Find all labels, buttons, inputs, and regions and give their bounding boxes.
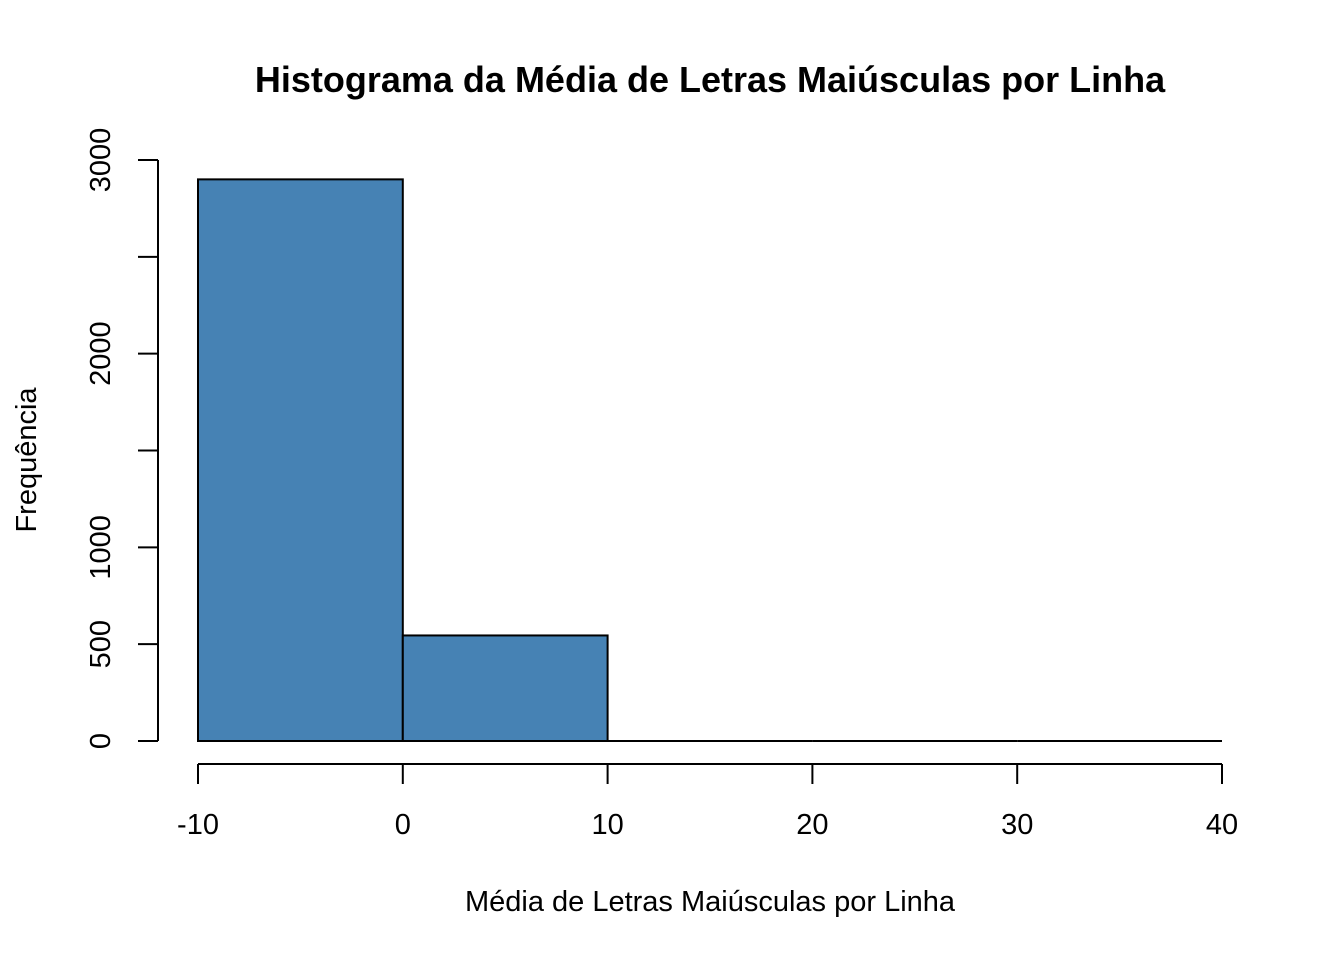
x-axis: -10 0 10 20 30 40 xyxy=(177,763,1238,841)
histogram-bar-1 xyxy=(401,634,609,742)
x-tick-label: 0 xyxy=(395,809,411,841)
y-tick-label: 3000 xyxy=(85,128,117,193)
histogram-bar-0 xyxy=(197,178,404,743)
y-tick-label: 1000 xyxy=(85,515,117,580)
y-axis: 0 500 1000 2000 3000 xyxy=(85,128,159,749)
x-tick-label: 30 xyxy=(1001,809,1033,841)
chart-title: Histograma da Média de Letras Maiúsculas… xyxy=(255,59,1166,100)
y-tick-label: 500 xyxy=(85,620,117,668)
bars-group xyxy=(197,178,1222,743)
y-tick-label: 2000 xyxy=(85,321,117,386)
y-tick-label: 0 xyxy=(85,733,117,749)
x-tick-label: -10 xyxy=(177,809,219,841)
x-tick-label: 20 xyxy=(796,809,828,841)
x-tick-label: 10 xyxy=(591,809,623,841)
x-axis-label: Média de Letras Maiúsculas por Linha xyxy=(465,886,956,918)
y-axis-label: Frequência xyxy=(11,387,43,533)
x-tick-label: 40 xyxy=(1206,809,1238,841)
